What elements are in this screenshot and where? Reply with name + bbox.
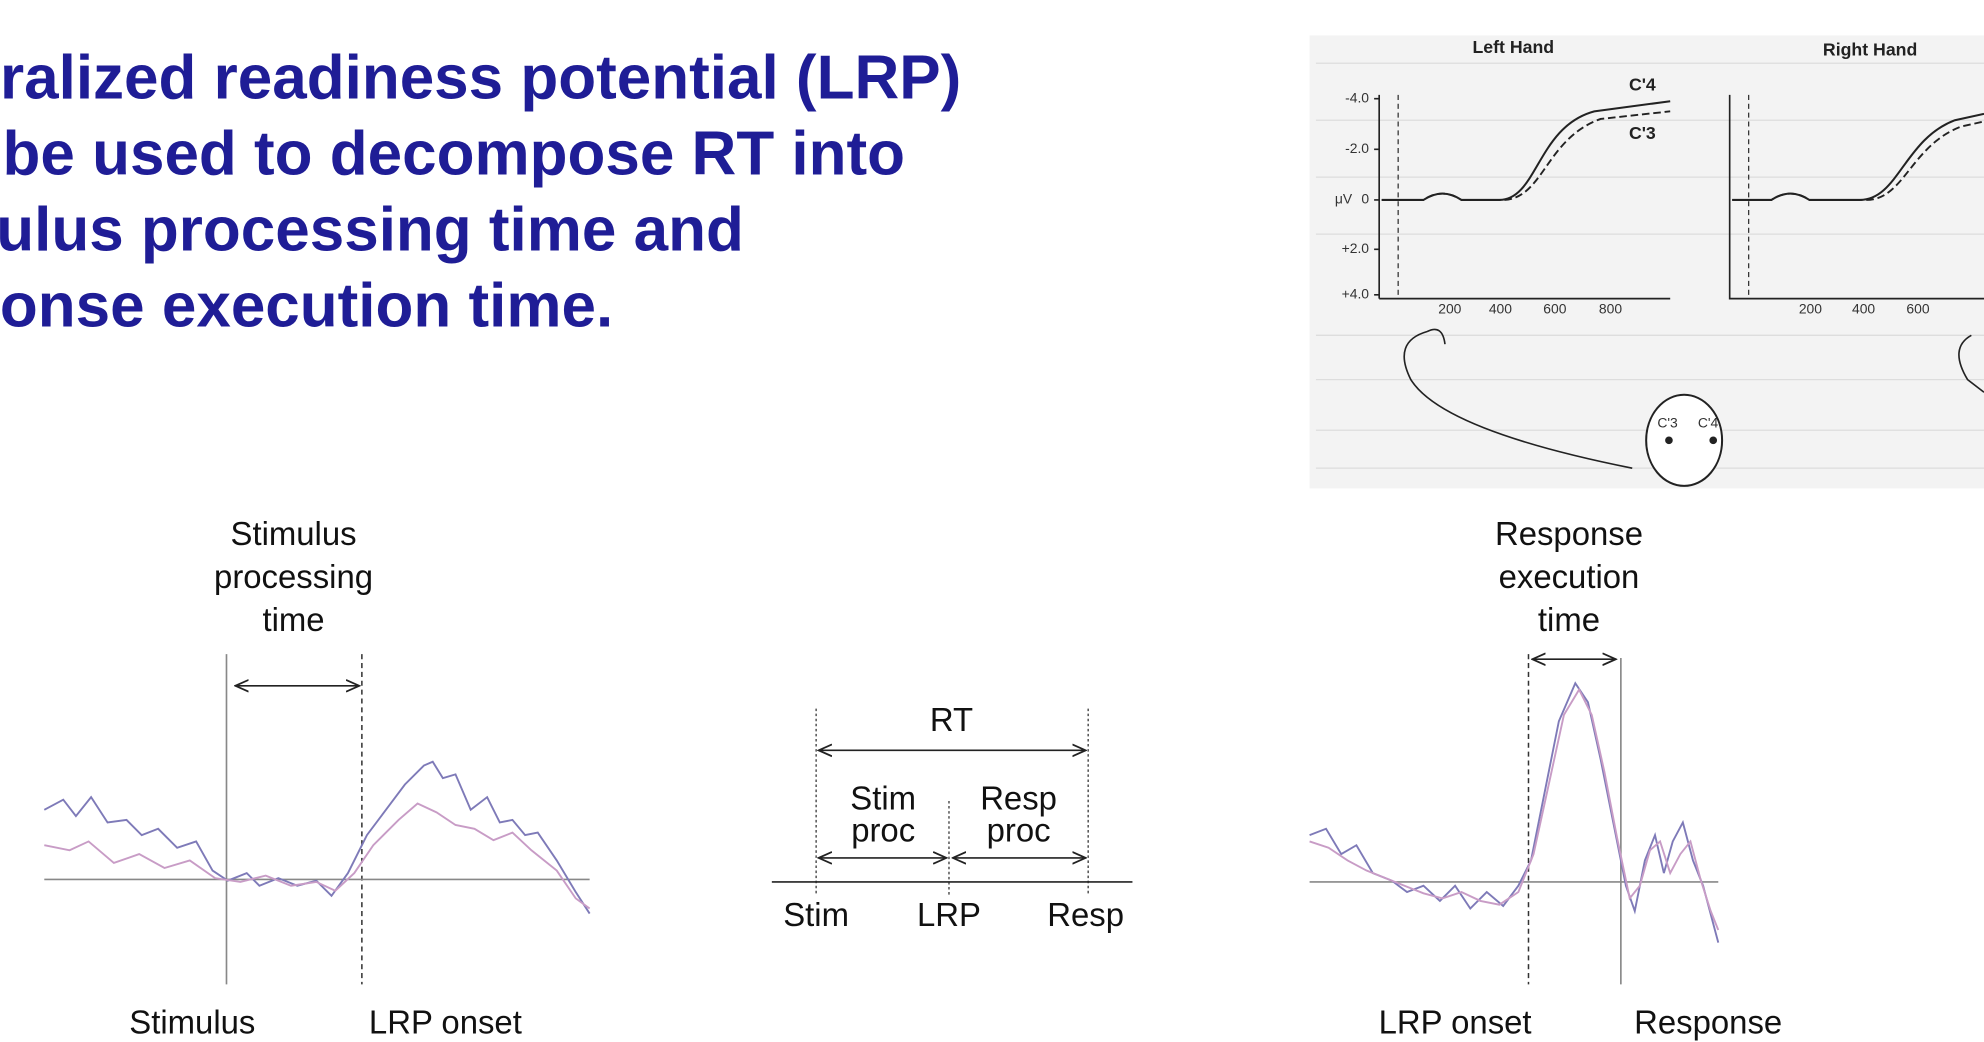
curve-c3 — [1381, 110, 1671, 201]
segment-label: proc — [987, 811, 1051, 848]
point-label: Resp — [1047, 896, 1124, 933]
panel-title: Left Hand — [1472, 37, 1554, 57]
y-label: -4.0 — [1345, 89, 1369, 105]
electrode-label: C'3 — [1657, 415, 1678, 431]
y-unit: μV — [1335, 191, 1353, 207]
left-hand-arm — [1403, 328, 1633, 469]
wave — [1309, 687, 1720, 931]
heading: Stimulus — [231, 515, 357, 552]
x-label: 800 — [1599, 301, 1622, 317]
y-label: 0 — [1361, 191, 1369, 207]
rt-diagram: RT Stim proc Resp proc Stim LRP Resp — [771, 701, 1133, 933]
head — [1645, 393, 1724, 487]
point-label: LRP — [917, 896, 981, 933]
curve-c4 — [1381, 100, 1671, 201]
heading: processing — [214, 558, 373, 595]
point-label: Stim — [783, 896, 849, 933]
x-label: 400 — [1852, 301, 1875, 317]
right-hand-arm — [1958, 334, 1984, 393]
heading: Response — [1495, 515, 1643, 552]
y-label: -2.0 — [1345, 140, 1369, 156]
segment-label: Stim — [850, 780, 916, 817]
x-label: 200 — [1438, 301, 1461, 317]
title-line: ponse execution time. — [0, 271, 613, 340]
scan-texture — [1315, 62, 1984, 469]
bottom-label: Response — [1634, 1004, 1782, 1041]
electrode — [1709, 436, 1718, 445]
electrode — [1665, 436, 1673, 445]
response-panel: Response execution time LRP onset Respon… — [1309, 515, 1782, 1041]
y-label: +4.0 — [1342, 285, 1370, 301]
inset-background — [1309, 35, 1984, 489]
stimulus-panel: Stimulus processing time Stimulus LRP on… — [43, 515, 591, 1041]
bottom-label: LRP onset — [369, 1004, 522, 1041]
electrode-label: C'4 — [1698, 415, 1719, 431]
rt-label: RT — [930, 701, 973, 738]
segment-label: Resp — [980, 780, 1057, 817]
heading: execution — [1499, 558, 1640, 595]
title-line: be used to decompose RT into — [3, 120, 906, 189]
heading: time — [1538, 601, 1600, 638]
curve — [1732, 120, 1984, 201]
heading: time — [262, 601, 324, 638]
bottom-label: Stimulus — [129, 1004, 255, 1041]
title-line: ulus processing time and — [0, 196, 744, 265]
wave — [43, 760, 591, 915]
curve-label: C'3 — [1629, 123, 1656, 143]
inset-figure: Left Hand Right Hand -4.0 -2.0 μV 0 +2.0… — [1309, 35, 1984, 489]
curve-label: C'4 — [1629, 75, 1656, 95]
y-label: +2.0 — [1342, 240, 1370, 256]
title-line: ralized readiness potential (LRP) — [0, 44, 961, 113]
x-label: 600 — [1906, 301, 1929, 317]
bottom-label: LRP onset — [1379, 1004, 1532, 1041]
panel-title: Right Hand — [1823, 39, 1917, 59]
x-label: 600 — [1543, 301, 1566, 317]
x-label: 200 — [1799, 301, 1822, 317]
left-axes — [1374, 94, 1671, 300]
x-label: 400 — [1489, 301, 1512, 317]
wave — [44, 802, 591, 910]
wave — [1309, 681, 1720, 943]
segment-label: proc — [851, 811, 915, 848]
right-axes — [1728, 94, 1984, 300]
